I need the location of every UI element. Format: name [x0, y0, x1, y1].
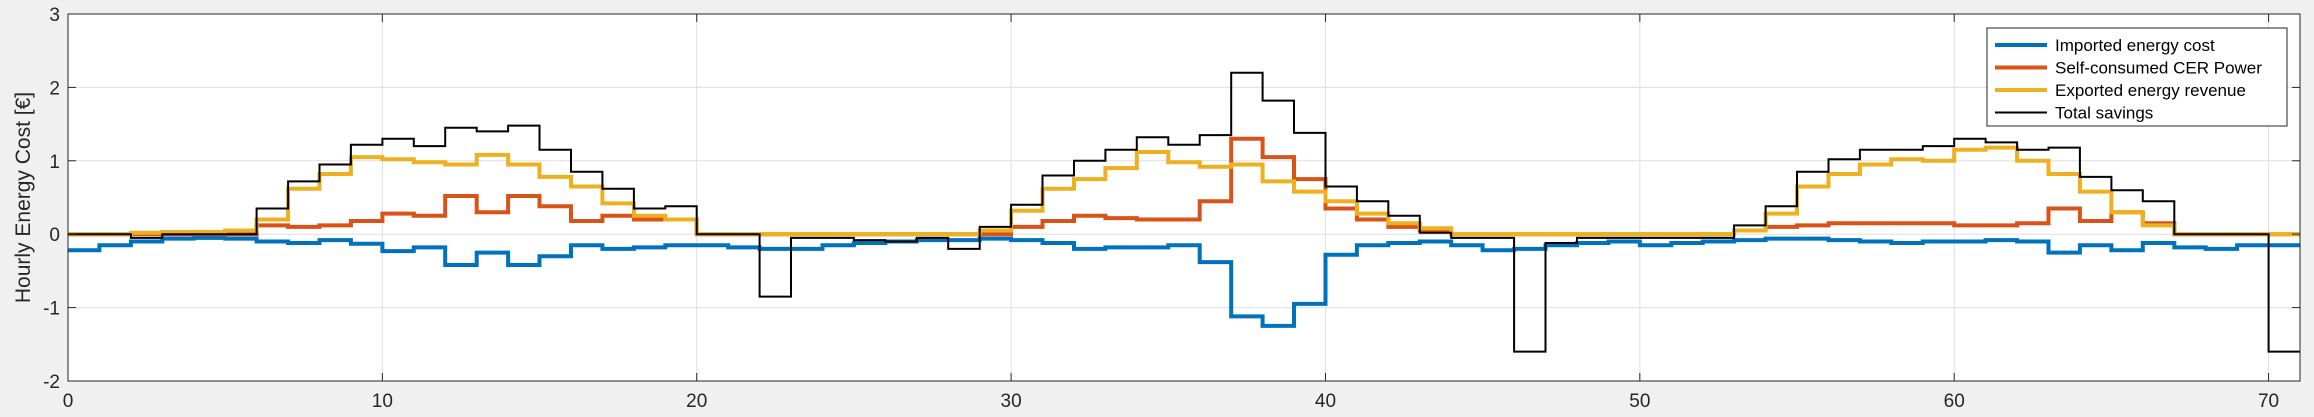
series-layer	[68, 71, 2300, 353]
series-line-3	[68, 145, 2300, 237]
series-line-4	[68, 71, 2300, 353]
legend-label: Imported energy cost	[2055, 36, 2215, 55]
y-tick-label: 1	[49, 152, 60, 173]
legend-label: Total savings	[2055, 104, 2153, 123]
x-tick-label: 50	[1629, 391, 1650, 412]
legend-label: Self-consumed CER Power	[2055, 59, 2262, 78]
y-tick-label: 2	[49, 78, 60, 99]
y-tick-label: 3	[49, 5, 60, 26]
y-axis-label: Hourly Energy Cost [€]	[12, 92, 35, 303]
legend-label: Exported energy revenue	[2055, 81, 2246, 100]
plot-area	[68, 14, 2300, 381]
x-tick-label: 30	[1001, 391, 1022, 412]
tick-marks	[67, 13, 2300, 382]
y-tick-label: -1	[43, 299, 60, 320]
x-tick-label: 0	[63, 391, 74, 412]
y-tick-label: 0	[49, 225, 60, 246]
x-tick-label: 10	[372, 391, 393, 412]
x-tick-label: 20	[686, 391, 707, 412]
legend-item[interactable]: Self-consumed CER Power	[1995, 59, 2262, 78]
series-line-1	[68, 235, 2300, 328]
x-tick-label: 40	[1315, 391, 1336, 412]
legend-item[interactable]: Total savings	[1995, 104, 2153, 123]
axes-box	[67, 13, 2301, 382]
x-tick-labels: 0 10 20 30 40 50 60 70	[63, 391, 2279, 412]
legend-item[interactable]: Imported energy cost	[1995, 36, 2215, 55]
series-line-2	[68, 136, 2300, 237]
x-tick-label: 70	[2258, 391, 2279, 412]
legend-item[interactable]: Exported energy revenue	[1995, 81, 2246, 100]
x-tick-label: 60	[1944, 391, 1965, 412]
y-tick-labels: -2 -1 0 1 2 3	[43, 5, 60, 393]
y-tick-label: -2	[43, 372, 60, 393]
legend[interactable]: Imported energy cost Self-consumed CER Po…	[1986, 27, 2288, 127]
